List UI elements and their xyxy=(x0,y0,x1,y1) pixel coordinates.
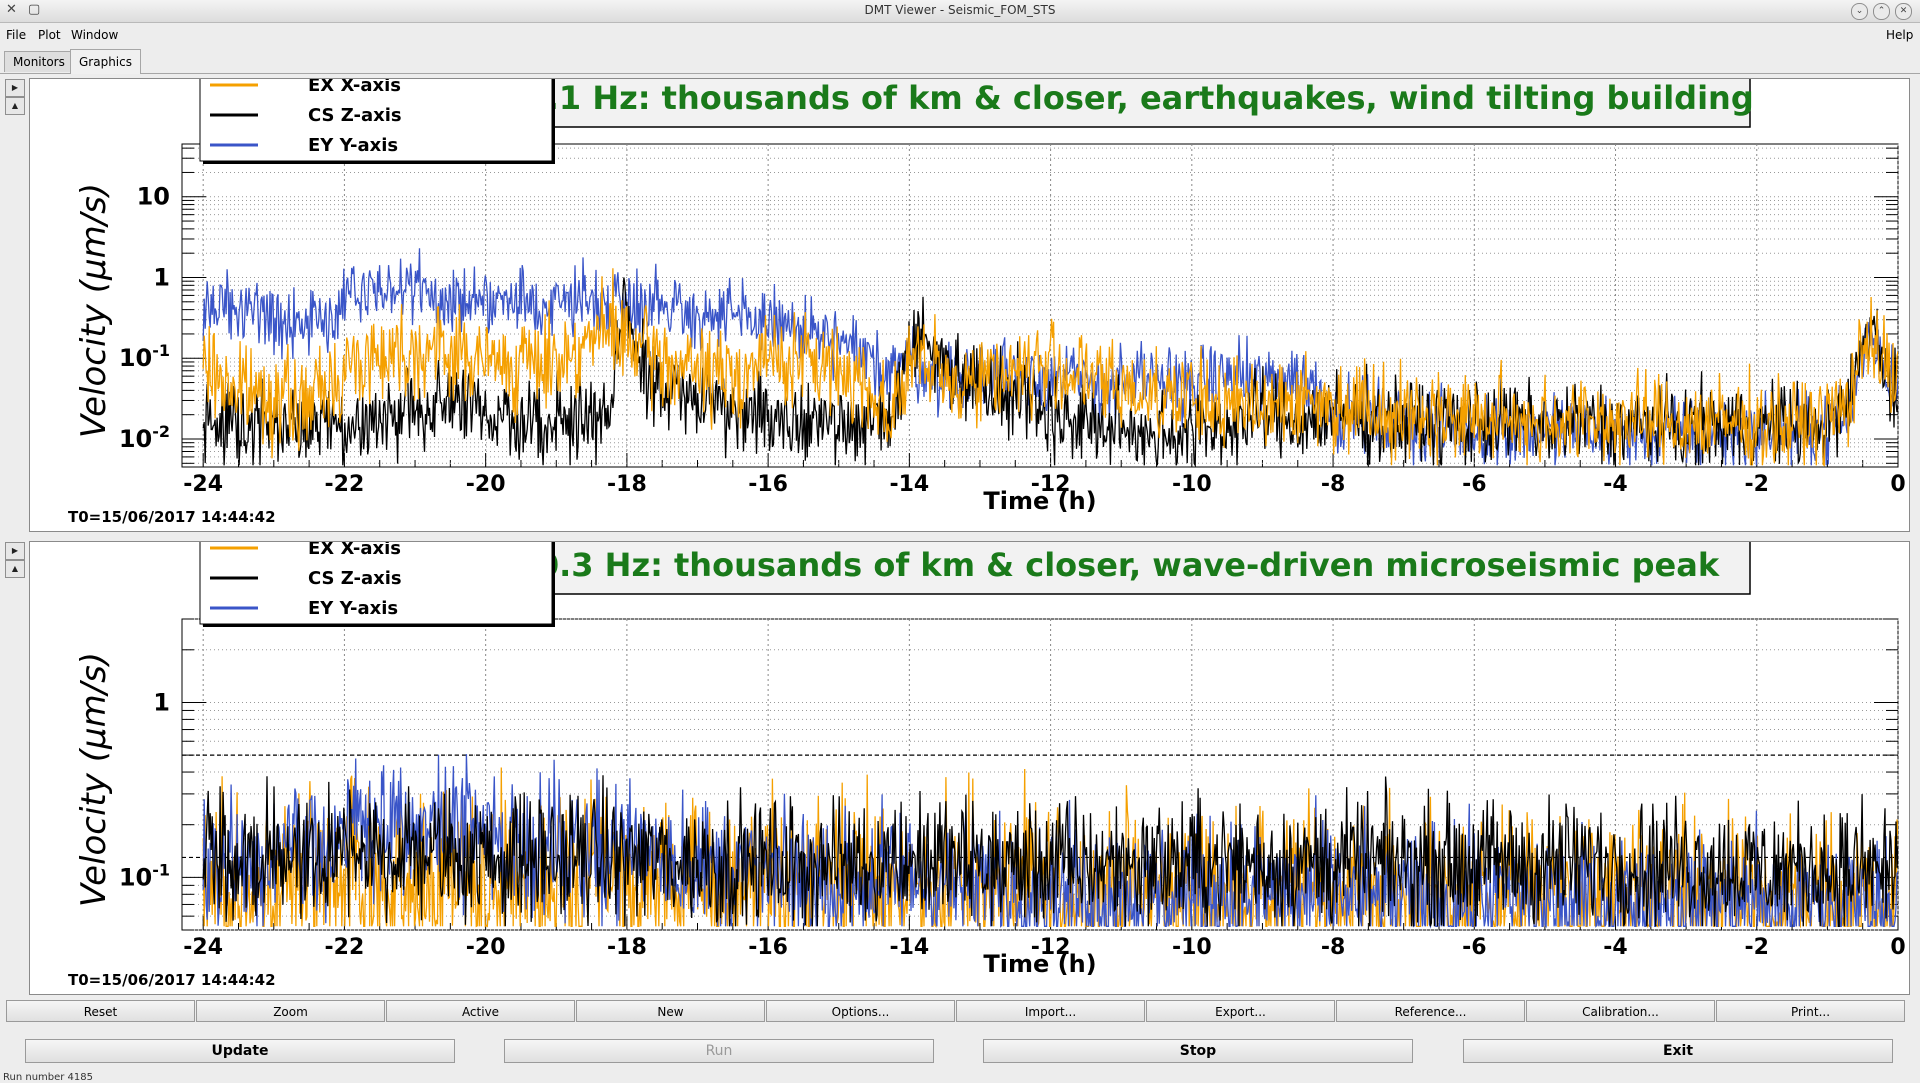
reference-button[interactable]: Reference... xyxy=(1336,1000,1525,1022)
reset-button[interactable]: Reset xyxy=(6,1000,195,1022)
plot-pad-bottom[interactable]: -24 -22 -20 -18 -16 -14 -12 -10 -8 -6 -4 -2 0 1 10-1 0.… xyxy=(29,541,1910,995)
pad2-collapse-icon[interactable]: ▲ xyxy=(5,560,25,578)
y-tick-label: 10-1 xyxy=(119,341,170,372)
stop-button[interactable]: Stop xyxy=(983,1039,1413,1063)
pad2-next-icon[interactable]: ▶ xyxy=(5,542,25,560)
exit-button[interactable]: Exit xyxy=(1463,1039,1893,1063)
x-tick-label: -10 xyxy=(1172,472,1212,497)
x-tick-label: -16 xyxy=(748,472,788,497)
x-axis-label: Time (h) xyxy=(983,950,1096,978)
annotation-box xyxy=(435,542,1751,595)
x-tick-label: -8 xyxy=(1321,472,1345,497)
zoom-button[interactable]: Zoom xyxy=(196,1000,385,1022)
minimize-icon[interactable]: ⌄ xyxy=(1851,3,1868,20)
close-icon[interactable]: ✕ xyxy=(1895,3,1912,20)
x-tick-label: -10 xyxy=(1172,935,1212,960)
x-tick-label: -14 xyxy=(889,935,929,960)
x-tick-label: -12 xyxy=(1031,935,1071,960)
menu-bar: File Plot Window Help xyxy=(0,23,1920,47)
y-tick-label: 1 xyxy=(153,263,170,291)
chart-top[interactable]: -24 -22 -20 -18 -16 -14 -12 -10 -8 -6 -4 -2 010110-1… xyxy=(30,79,1909,531)
menu-help[interactable]: Help xyxy=(1886,28,1914,42)
series-line-ey xyxy=(202,754,1898,929)
legend-label-cs: CS Z-axis xyxy=(308,568,402,589)
x-tick-label: -18 xyxy=(607,472,647,497)
chart-bottom[interactable]: -24 -22 -20 -18 -16 -14 -12 -10 -8 -6 -4 -2 0110-10.… xyxy=(30,542,1909,994)
menu-file[interactable]: File xyxy=(6,28,27,42)
y-tick-label: 10-2 xyxy=(119,422,170,453)
tab-monitors[interactable]: Monitors xyxy=(4,51,74,72)
calibration-button[interactable]: Calibration... xyxy=(1526,1000,1715,1022)
menu-plot[interactable]: Plot xyxy=(38,28,61,42)
x-tick-label: 0 xyxy=(1890,935,1905,960)
x-tick-label: -4 xyxy=(1603,472,1627,497)
maximize-icon[interactable]: ⌃ xyxy=(1873,3,1890,20)
legend-label-cs: CS Z-axis xyxy=(308,105,402,126)
tab-graphics[interactable]: Graphics xyxy=(70,49,141,74)
series-line-ex xyxy=(202,268,1898,467)
x-tick-label: -22 xyxy=(325,472,365,497)
window-menu-icon[interactable]: ▢ xyxy=(28,2,41,17)
x-tick-label: -20 xyxy=(466,935,506,960)
app-close-x-icon[interactable]: ✕ xyxy=(6,2,17,17)
t0-label: T0=15/06/2017 14:44:42 xyxy=(68,971,276,989)
y-tick-label: 10 xyxy=(137,183,170,211)
x-tick-label: -2 xyxy=(1745,935,1769,960)
active-button[interactable]: Active xyxy=(386,1000,575,1022)
print-button[interactable]: Print... xyxy=(1716,1000,1905,1022)
x-tick-label: 0 xyxy=(1890,472,1905,497)
x-tick-label: -18 xyxy=(607,935,647,960)
plot-toolbar: Reset Zoom Active New Options... Import.… xyxy=(6,1000,1906,1024)
x-axis-label: Time (h) xyxy=(983,487,1096,515)
legend-label-ey: EY Y-axis xyxy=(308,598,398,619)
x-tick-label: -4 xyxy=(1603,935,1627,960)
options-button[interactable]: Options... xyxy=(766,1000,955,1022)
x-tick-label: -16 xyxy=(748,935,788,960)
x-tick-label: -20 xyxy=(466,472,506,497)
x-tick-label: -14 xyxy=(889,472,929,497)
y-tick-label: 1 xyxy=(153,688,170,716)
status-bar: Run number 4185 xyxy=(3,1072,94,1083)
legend-label-ey: EY Y-axis xyxy=(308,135,398,156)
y-tick-label: 10-1 xyxy=(119,860,170,891)
plot-pad-top[interactable]: -24 -22 -20 -18 -16 -14 -12 -10 -8 -6 -4 -2 0 10 1 10-1… xyxy=(29,78,1910,532)
pad1-next-icon[interactable]: ▶ xyxy=(5,79,25,97)
legend-label-ex: EX X-axis xyxy=(308,79,401,96)
legend-box xyxy=(199,542,553,625)
legend-box xyxy=(199,79,553,162)
import-button[interactable]: Import... xyxy=(956,1000,1145,1022)
window-title: DMT Viewer - Seismic_FOM_STS xyxy=(864,3,1056,17)
y-axis-label: Velocity (μm/s) xyxy=(74,652,114,907)
x-tick-label: -2 xyxy=(1745,472,1769,497)
x-tick-label: -6 xyxy=(1462,935,1486,960)
x-tick-label: -6 xyxy=(1462,472,1486,497)
x-tick-label: -24 xyxy=(183,472,223,497)
y-axis-label: Velocity (μm/s) xyxy=(74,183,114,438)
new-button[interactable]: New xyxy=(576,1000,765,1022)
run-button[interactable]: Run xyxy=(504,1039,934,1063)
pad1-collapse-icon[interactable]: ▲ xyxy=(5,97,25,115)
window-titlebar: ✕ ▢ DMT Viewer - Seismic_FOM_STS ⌄ ⌃ ✕ xyxy=(0,0,1920,23)
t0-label: T0=15/06/2017 14:44:42 xyxy=(68,508,276,526)
x-tick-label: -24 xyxy=(183,935,223,960)
x-tick-label: -8 xyxy=(1321,935,1345,960)
export-button[interactable]: Export... xyxy=(1146,1000,1335,1022)
tab-bar: Monitors Graphics xyxy=(0,49,1920,74)
menu-window[interactable]: Window xyxy=(71,28,119,42)
update-button[interactable]: Update xyxy=(25,1039,455,1063)
annotation-text: 0.03-0.1 Hz: thousands of km & closer, e… xyxy=(432,79,1753,117)
legend-label-ex: EX X-axis xyxy=(308,542,401,559)
x-tick-label: -12 xyxy=(1031,472,1071,497)
annotation-text: 0.1-0.3 Hz: thousands of km & closer, wa… xyxy=(467,546,1720,584)
x-tick-label: -22 xyxy=(325,935,365,960)
series-line-cs xyxy=(202,775,1898,927)
